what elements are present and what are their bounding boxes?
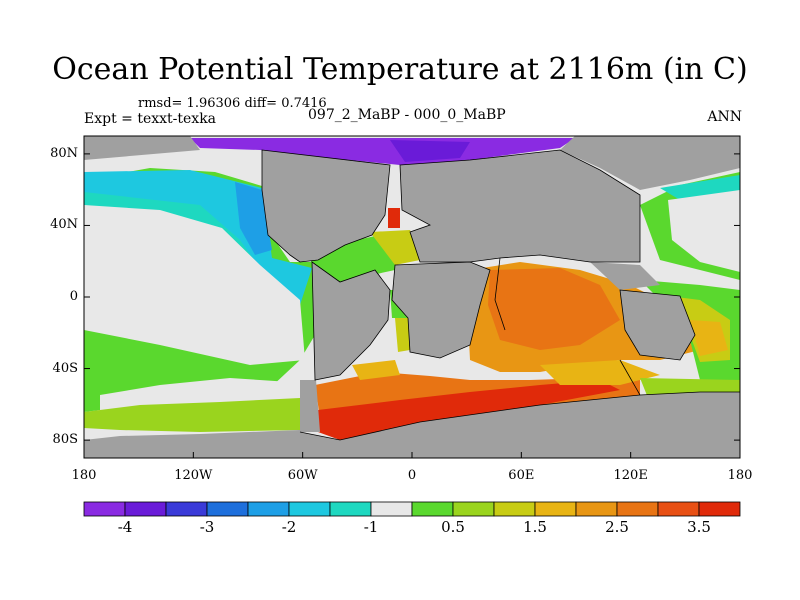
colorbar-swatch — [575, 501, 618, 517]
lat-tick-label: 80S — [52, 432, 78, 448]
nw-pacific-neutral — [668, 190, 740, 272]
lon-tick-label: 180 — [727, 468, 753, 483]
lon-tick-label: 60W — [287, 468, 318, 483]
land-africa — [392, 262, 490, 358]
north-atlantic-yellow — [370, 230, 420, 265]
land-south-america — [312, 262, 390, 380]
land-eurasia — [400, 150, 640, 262]
map-panel — [83, 135, 741, 459]
arctic-purple — [190, 138, 575, 165]
lon-tick-label: 60E — [508, 468, 535, 483]
colorbar-label: -1 — [363, 518, 379, 536]
ocean-anomaly-patches — [84, 138, 740, 440]
colorbar-swatch — [534, 501, 577, 517]
lon-tick-label: 180 — [71, 468, 97, 483]
colorbar-label: 3.5 — [687, 518, 711, 536]
land-north-america — [262, 150, 390, 262]
colorbar — [83, 501, 741, 517]
indian-ocean-darkorange — [488, 268, 620, 350]
west-pacific-orange — [690, 320, 728, 356]
colorbar-swatch — [329, 501, 372, 517]
lon-ticks — [83, 452, 741, 458]
colorbar-swatch — [288, 501, 331, 517]
lat-tick-label: 0 — [69, 289, 78, 304]
land-arctic-margin — [84, 136, 200, 160]
coastlines — [261, 149, 740, 441]
land-antarctica — [84, 392, 740, 458]
indian-ocean-yellow — [540, 360, 660, 385]
colorbar-swatch — [247, 501, 290, 517]
colorbar-swatch — [657, 501, 700, 517]
pacific-neutral-north — [84, 205, 305, 365]
colorbar-swatch — [124, 501, 167, 517]
land-arctic-margin-east — [560, 136, 740, 190]
colorbar-label: -2 — [281, 518, 297, 536]
colorbar-swatch — [370, 501, 413, 517]
land-antarctic-peninsula — [300, 380, 320, 432]
colorbar-swatch — [698, 501, 741, 517]
south-atlantic-yellow — [395, 318, 410, 352]
south-pacific-yellowgreen — [84, 398, 315, 432]
lat-tick-label: 40S — [52, 360, 78, 376]
colorbar-label: 0.5 — [441, 518, 465, 536]
colorbar-swatch — [165, 501, 208, 517]
southern-ocean-yellow — [352, 360, 400, 380]
plot-title: Ocean Potential Temperature at 2116m (in… — [52, 52, 748, 87]
colorbar-label: 1.5 — [523, 518, 547, 536]
lat-tick-label: 80N — [50, 145, 78, 161]
colorbar-swatch — [83, 501, 126, 517]
lon-tick-label: 120E — [613, 468, 648, 483]
north-pacific-lightblue — [235, 182, 272, 255]
land-australia — [620, 290, 695, 360]
lat-tick-label: 40N — [50, 217, 78, 233]
land-masses — [84, 136, 740, 458]
north-atlantic-red — [388, 208, 400, 228]
lat-ticks — [84, 153, 740, 441]
colorbar-label: -4 — [117, 518, 133, 536]
colorbar-swatch — [206, 501, 249, 517]
colorbar-swatch — [452, 501, 495, 517]
colorbar-label: -3 — [199, 518, 215, 536]
season-label: ANN — [707, 109, 742, 125]
lon-tick-label: 0 — [407, 468, 417, 483]
colorbar-label: 2.5 — [605, 518, 629, 536]
stats-label: rmsd= 1.96306 diff= 0.7416 — [138, 96, 327, 111]
colorbar-swatch — [493, 501, 536, 517]
lon-tick-label: 120W — [174, 468, 213, 483]
experiment-label: Expt = texxt-texka — [84, 111, 217, 127]
arctic-deep-purple — [390, 140, 470, 162]
difference-label: 097_2_MaBP - 000_0_MaBP — [308, 107, 506, 123]
colorbar-swatch — [411, 501, 454, 517]
southern-ocean-red — [318, 380, 620, 440]
colorbar-swatch — [616, 501, 659, 517]
land-india-australia — [590, 262, 660, 290]
